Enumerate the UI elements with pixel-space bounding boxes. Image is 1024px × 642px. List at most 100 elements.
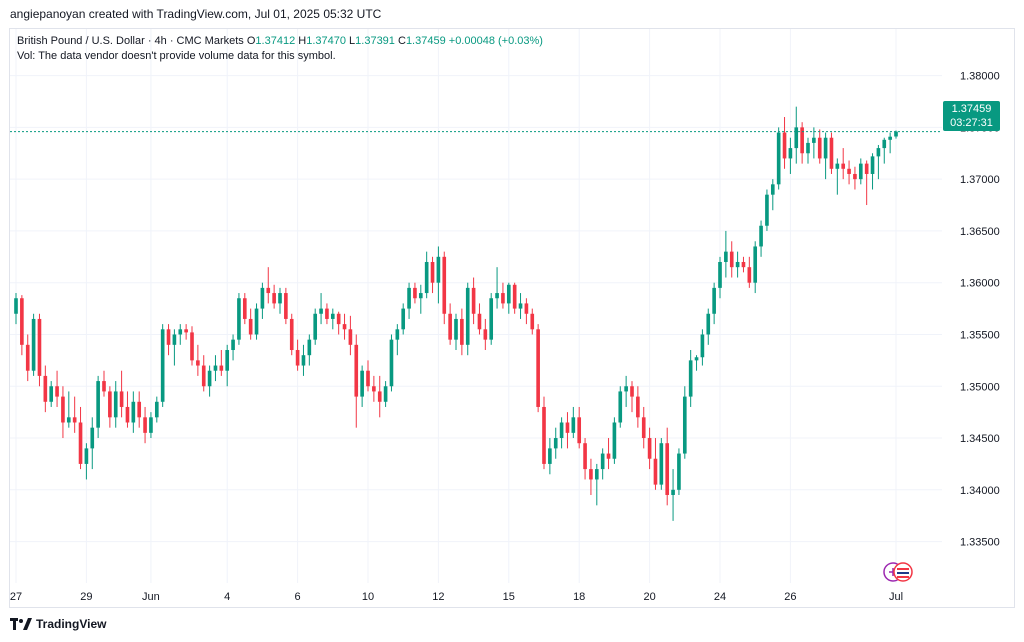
candle <box>465 282 470 356</box>
candle <box>571 406 576 439</box>
candle-body <box>178 329 183 335</box>
candle-body <box>665 443 670 495</box>
candle-body <box>260 287 265 309</box>
candle-body <box>149 417 153 433</box>
candle <box>665 427 670 506</box>
candle-body <box>313 313 318 340</box>
tradingview-logo-icon <box>10 618 32 630</box>
time-tick-label: 15 <box>503 591 515 603</box>
candle-body <box>190 332 194 361</box>
time-tick-label: 10 <box>362 591 374 603</box>
candle <box>653 438 658 490</box>
candle-body <box>641 417 646 439</box>
candle-body <box>553 438 558 449</box>
candle-body <box>489 298 494 340</box>
candle <box>55 370 59 407</box>
price-tick-label: 1.34500 <box>960 433 1000 445</box>
candle-body <box>254 308 259 335</box>
candle-body <box>882 139 887 149</box>
candle <box>489 293 494 345</box>
candle <box>442 251 447 325</box>
candle-body <box>231 339 235 351</box>
candle-body <box>160 329 165 402</box>
candle <box>284 287 288 325</box>
candle <box>196 344 200 376</box>
candle-body <box>870 156 875 174</box>
candle <box>278 287 282 314</box>
candle-body <box>225 350 230 371</box>
candle-body <box>624 386 628 392</box>
candle-body <box>483 329 488 340</box>
time-tick-label: Jun <box>142 591 160 603</box>
candle <box>330 308 335 330</box>
candle <box>113 381 118 428</box>
candle-body <box>806 142 810 154</box>
candle-body <box>876 148 881 157</box>
bar-countdown: 03:27:31 <box>950 117 993 129</box>
candle <box>677 448 681 495</box>
candle-body <box>113 391 118 418</box>
candle <box>636 386 640 428</box>
price-tick-label: 1.37000 <box>960 174 1000 186</box>
price-tick-label: 1.35000 <box>960 381 1000 393</box>
time-tick-label: 27 <box>10 591 22 603</box>
candles <box>14 106 898 521</box>
candle-body <box>366 370 370 387</box>
candle-body <box>166 329 171 345</box>
candle-body <box>49 386 54 402</box>
candle <box>25 334 30 382</box>
candle-body <box>495 293 499 299</box>
candle <box>659 438 664 490</box>
time-tick-label: 26 <box>784 591 796 603</box>
candle-body <box>102 381 106 392</box>
candle <box>325 303 329 325</box>
time-tick-label: 6 <box>295 591 301 603</box>
candle-body <box>788 148 793 159</box>
candle-body <box>377 391 382 402</box>
candle-body <box>471 287 476 314</box>
candle <box>336 311 341 335</box>
candle <box>812 127 816 159</box>
candle <box>618 386 623 428</box>
candle <box>172 329 177 366</box>
footer-brand-text: TradingView <box>36 617 107 631</box>
economic-events-icon[interactable] <box>881 560 921 584</box>
candle <box>700 329 705 366</box>
candle-body <box>888 136 892 140</box>
candle-body <box>606 453 611 459</box>
candle-body <box>96 381 100 428</box>
candle <box>430 256 435 294</box>
time-tick-label: 18 <box>573 591 585 603</box>
candle-body <box>319 308 323 314</box>
candle <box>248 308 253 340</box>
close-label: C <box>397 35 406 47</box>
high-label: H <box>298 35 307 47</box>
candle-body <box>776 132 781 185</box>
candle <box>641 406 646 449</box>
candle-body <box>201 365 206 387</box>
candle <box>530 308 535 335</box>
candle-body <box>659 443 664 485</box>
candle-body <box>518 303 523 309</box>
candle <box>61 386 65 439</box>
candle <box>477 303 482 335</box>
candle-body <box>477 313 482 330</box>
chart-frame <box>9 28 1015 608</box>
candle <box>260 282 265 319</box>
candle <box>800 122 804 164</box>
candle-body <box>782 132 787 159</box>
price-tick-label: 1.36000 <box>960 278 1000 290</box>
candle <box>272 284 276 309</box>
candle <box>536 324 540 413</box>
candle-body <box>700 334 705 358</box>
candle <box>389 334 394 392</box>
candle <box>20 295 24 356</box>
candle-body <box>336 313 341 325</box>
candle-body <box>688 360 693 397</box>
candle <box>612 417 617 464</box>
volume-note: Vol: The data vendor doesn't provide vol… <box>17 50 336 62</box>
candle <box>765 189 769 231</box>
candle-body <box>894 131 898 137</box>
candle-body <box>448 313 452 340</box>
